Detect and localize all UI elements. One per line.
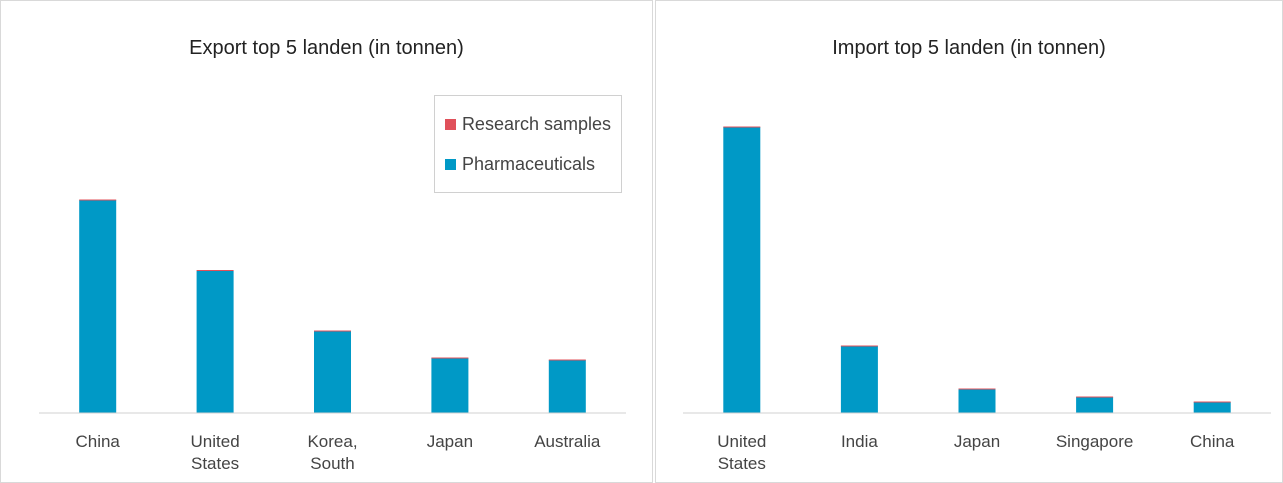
bar-segment: [1076, 396, 1114, 398]
x-tick-label: India: [840, 432, 878, 451]
chart: [683, 126, 1271, 414]
bar-segment: [840, 345, 878, 347]
bar-segment: [1193, 402, 1231, 413]
chart-panel: Import top 5 landen (in tonnen) United St…: [655, 0, 1283, 483]
legend: Research samples Pharmaceuticals: [433, 95, 622, 193]
bar-segment: [431, 357, 469, 359]
x-tick-label: United States: [190, 432, 240, 473]
bar-segment: [79, 200, 117, 413]
bar-segment: [196, 270, 234, 271]
chart-title: Import top 5 landen (in tonnen): [832, 37, 1106, 59]
legend-item: Research samples: [444, 104, 611, 144]
bar-segment: [840, 346, 878, 413]
x-tick-label: United States: [717, 432, 767, 473]
legend-swatch: [444, 118, 456, 130]
bar-segment: [196, 271, 234, 413]
bar-segment: [548, 359, 586, 361]
bar-segment: [958, 389, 996, 413]
x-tick-label: China: [75, 432, 120, 451]
x-tick-label: China: [1189, 432, 1235, 451]
x-tick-label: Australia: [534, 432, 601, 451]
bar-segment: [431, 358, 469, 413]
legend-item: Pharmaceuticals: [444, 144, 611, 184]
x-tick-label: Japan: [953, 432, 1001, 451]
bar-segment: [1193, 401, 1231, 403]
legend-label: Pharmaceuticals: [461, 153, 595, 174]
chart-title: Export top 5 landen (in tonnen): [189, 37, 464, 59]
bar-segment: [723, 127, 761, 413]
bar-segment: [79, 199, 117, 201]
bar-segment: [723, 126, 761, 128]
bar-segment: [314, 330, 351, 332]
bar-segment: [958, 388, 996, 390]
legend-label: Research samples: [461, 113, 611, 134]
legend-swatch: [444, 158, 456, 170]
x-tick-label: Singapore: [1055, 432, 1134, 451]
x-tick-label: Korea, South: [307, 432, 358, 473]
chart-panel: Export top 5 landen (in tonnen) China Unit…: [0, 0, 653, 483]
bar-segment: [314, 331, 351, 413]
chart: [39, 199, 626, 414]
bar-segment: [548, 360, 586, 413]
bar-segment: [1076, 397, 1114, 413]
x-tick-label: Japan: [426, 432, 474, 451]
